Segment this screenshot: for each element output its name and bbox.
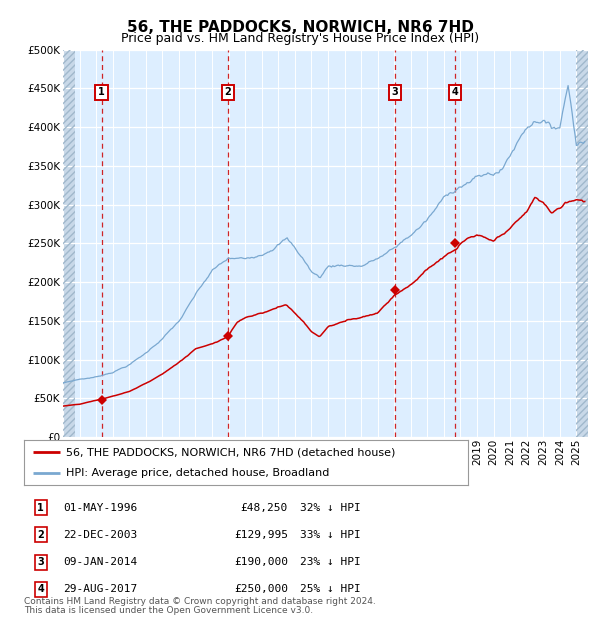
- Text: This data is licensed under the Open Government Licence v3.0.: This data is licensed under the Open Gov…: [24, 606, 313, 615]
- Text: HPI: Average price, detached house, Broadland: HPI: Average price, detached house, Broa…: [66, 467, 329, 478]
- Text: 3: 3: [37, 557, 44, 567]
- Text: £48,250: £48,250: [241, 503, 288, 513]
- Text: 33% ↓ HPI: 33% ↓ HPI: [300, 530, 361, 540]
- Bar: [63, 50, 75, 437]
- Text: 32% ↓ HPI: 32% ↓ HPI: [300, 503, 361, 513]
- Text: 3: 3: [391, 87, 398, 97]
- Text: 56, THE PADDOCKS, NORWICH, NR6 7HD (detached house): 56, THE PADDOCKS, NORWICH, NR6 7HD (deta…: [66, 447, 395, 458]
- Text: 25% ↓ HPI: 25% ↓ HPI: [300, 585, 361, 595]
- Text: 09-JAN-2014: 09-JAN-2014: [63, 557, 137, 567]
- Text: 01-MAY-1996: 01-MAY-1996: [63, 503, 137, 513]
- Text: 2: 2: [225, 87, 232, 97]
- Text: £190,000: £190,000: [234, 557, 288, 567]
- Bar: [576, 50, 588, 437]
- Text: 29-AUG-2017: 29-AUG-2017: [63, 585, 137, 595]
- Text: 2: 2: [37, 530, 44, 540]
- Text: £250,000: £250,000: [234, 585, 288, 595]
- Text: Contains HM Land Registry data © Crown copyright and database right 2024.: Contains HM Land Registry data © Crown c…: [24, 597, 376, 606]
- Text: Price paid vs. HM Land Registry's House Price Index (HPI): Price paid vs. HM Land Registry's House …: [121, 32, 479, 45]
- Text: 23% ↓ HPI: 23% ↓ HPI: [300, 557, 361, 567]
- Bar: [63, 50, 75, 437]
- Bar: [576, 50, 588, 437]
- Text: 1: 1: [98, 87, 105, 97]
- Text: 1: 1: [37, 503, 44, 513]
- Text: £129,995: £129,995: [234, 530, 288, 540]
- Text: 56, THE PADDOCKS, NORWICH, NR6 7HD: 56, THE PADDOCKS, NORWICH, NR6 7HD: [127, 20, 473, 35]
- Text: 22-DEC-2003: 22-DEC-2003: [63, 530, 137, 540]
- Text: 4: 4: [37, 585, 44, 595]
- Text: 4: 4: [451, 87, 458, 97]
